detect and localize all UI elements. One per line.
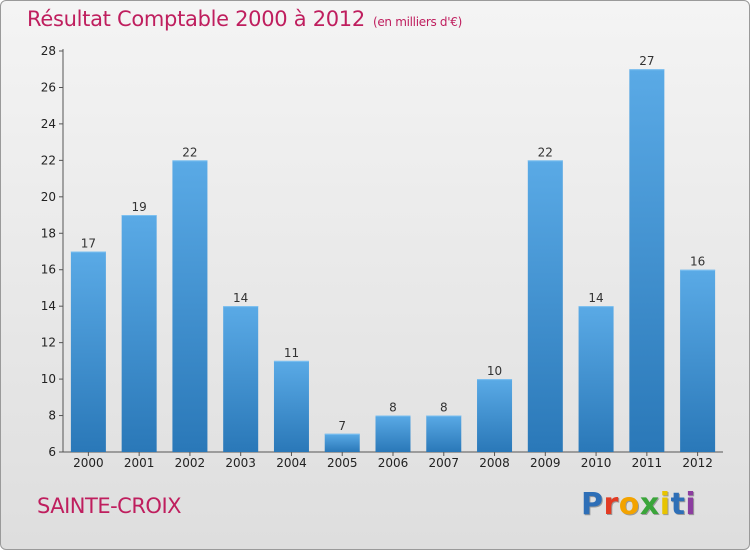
y-tick-label: 6 [48,445,56,459]
bar-value-label: 7 [338,419,346,433]
x-tick-label: 2007 [428,456,459,470]
bar-value-label: 11 [284,346,299,360]
y-tick-label: 24 [41,117,56,131]
bar [578,306,614,452]
y-tick-label: 20 [41,190,56,204]
y-tick-label: 14 [41,299,56,313]
bar-value-label: 22 [182,145,197,159]
logo-letter: o [618,487,640,522]
bar [527,160,563,452]
logo-letter: x [639,487,660,522]
chart-subtitle: (en milliers d'€) [372,15,462,29]
bar [223,306,259,452]
x-tick-label: 2010 [581,456,612,470]
x-tick-label: 2003 [225,456,256,470]
bar-value-label: 10 [487,364,502,378]
y-tick-label: 10 [41,372,56,386]
logo-letter: i [659,487,671,522]
x-tick-label: 2002 [175,456,206,470]
x-tick-label: 2009 [530,456,561,470]
bar [121,215,157,452]
logo-letter: P [581,487,604,522]
proxiti-logo[interactable]: Proxiti [581,487,696,522]
bar [375,415,411,452]
bar-value-label: 17 [81,237,96,251]
y-tick-label: 12 [41,336,56,350]
logo-letter: i [685,487,697,522]
bar [324,433,360,452]
bar [426,415,462,452]
x-tick-label: 2011 [632,456,663,470]
x-tick-label: 2004 [276,456,307,470]
bar-value-label: 27 [639,54,654,68]
bar [172,160,208,452]
x-tick-label: 2000 [73,456,104,470]
bar-value-label: 14 [588,291,603,305]
bar-value-label: 14 [233,291,248,305]
x-tick-label: 2001 [124,456,155,470]
x-tick-label: 2008 [479,456,510,470]
bar [629,69,665,453]
bar [273,360,309,452]
bar-value-label: 8 [389,401,397,415]
city-name: SAINTE-CROIX [37,494,182,518]
bar-value-label: 19 [132,200,147,214]
bar [680,269,716,452]
x-tick-label: 2006 [378,456,409,470]
bar-value-label: 22 [538,145,553,159]
chart-title: Résultat Comptable 2000 à 2012 (en millie… [27,7,462,31]
bar-value-label: 16 [690,255,705,269]
bar-value-label: 8 [440,401,448,415]
x-tick-label: 2005 [327,456,358,470]
y-tick-label: 8 [48,409,56,423]
y-tick-label: 28 [41,44,56,58]
y-tick-label: 22 [41,153,56,167]
bar [70,251,106,452]
y-tick-label: 26 [41,80,56,94]
logo-letter: r [603,487,619,522]
logo-letter: t [670,487,686,522]
bar [477,379,513,452]
x-tick-label: 2012 [682,456,713,470]
y-tick-label: 18 [41,226,56,240]
y-tick-label: 16 [41,263,56,277]
